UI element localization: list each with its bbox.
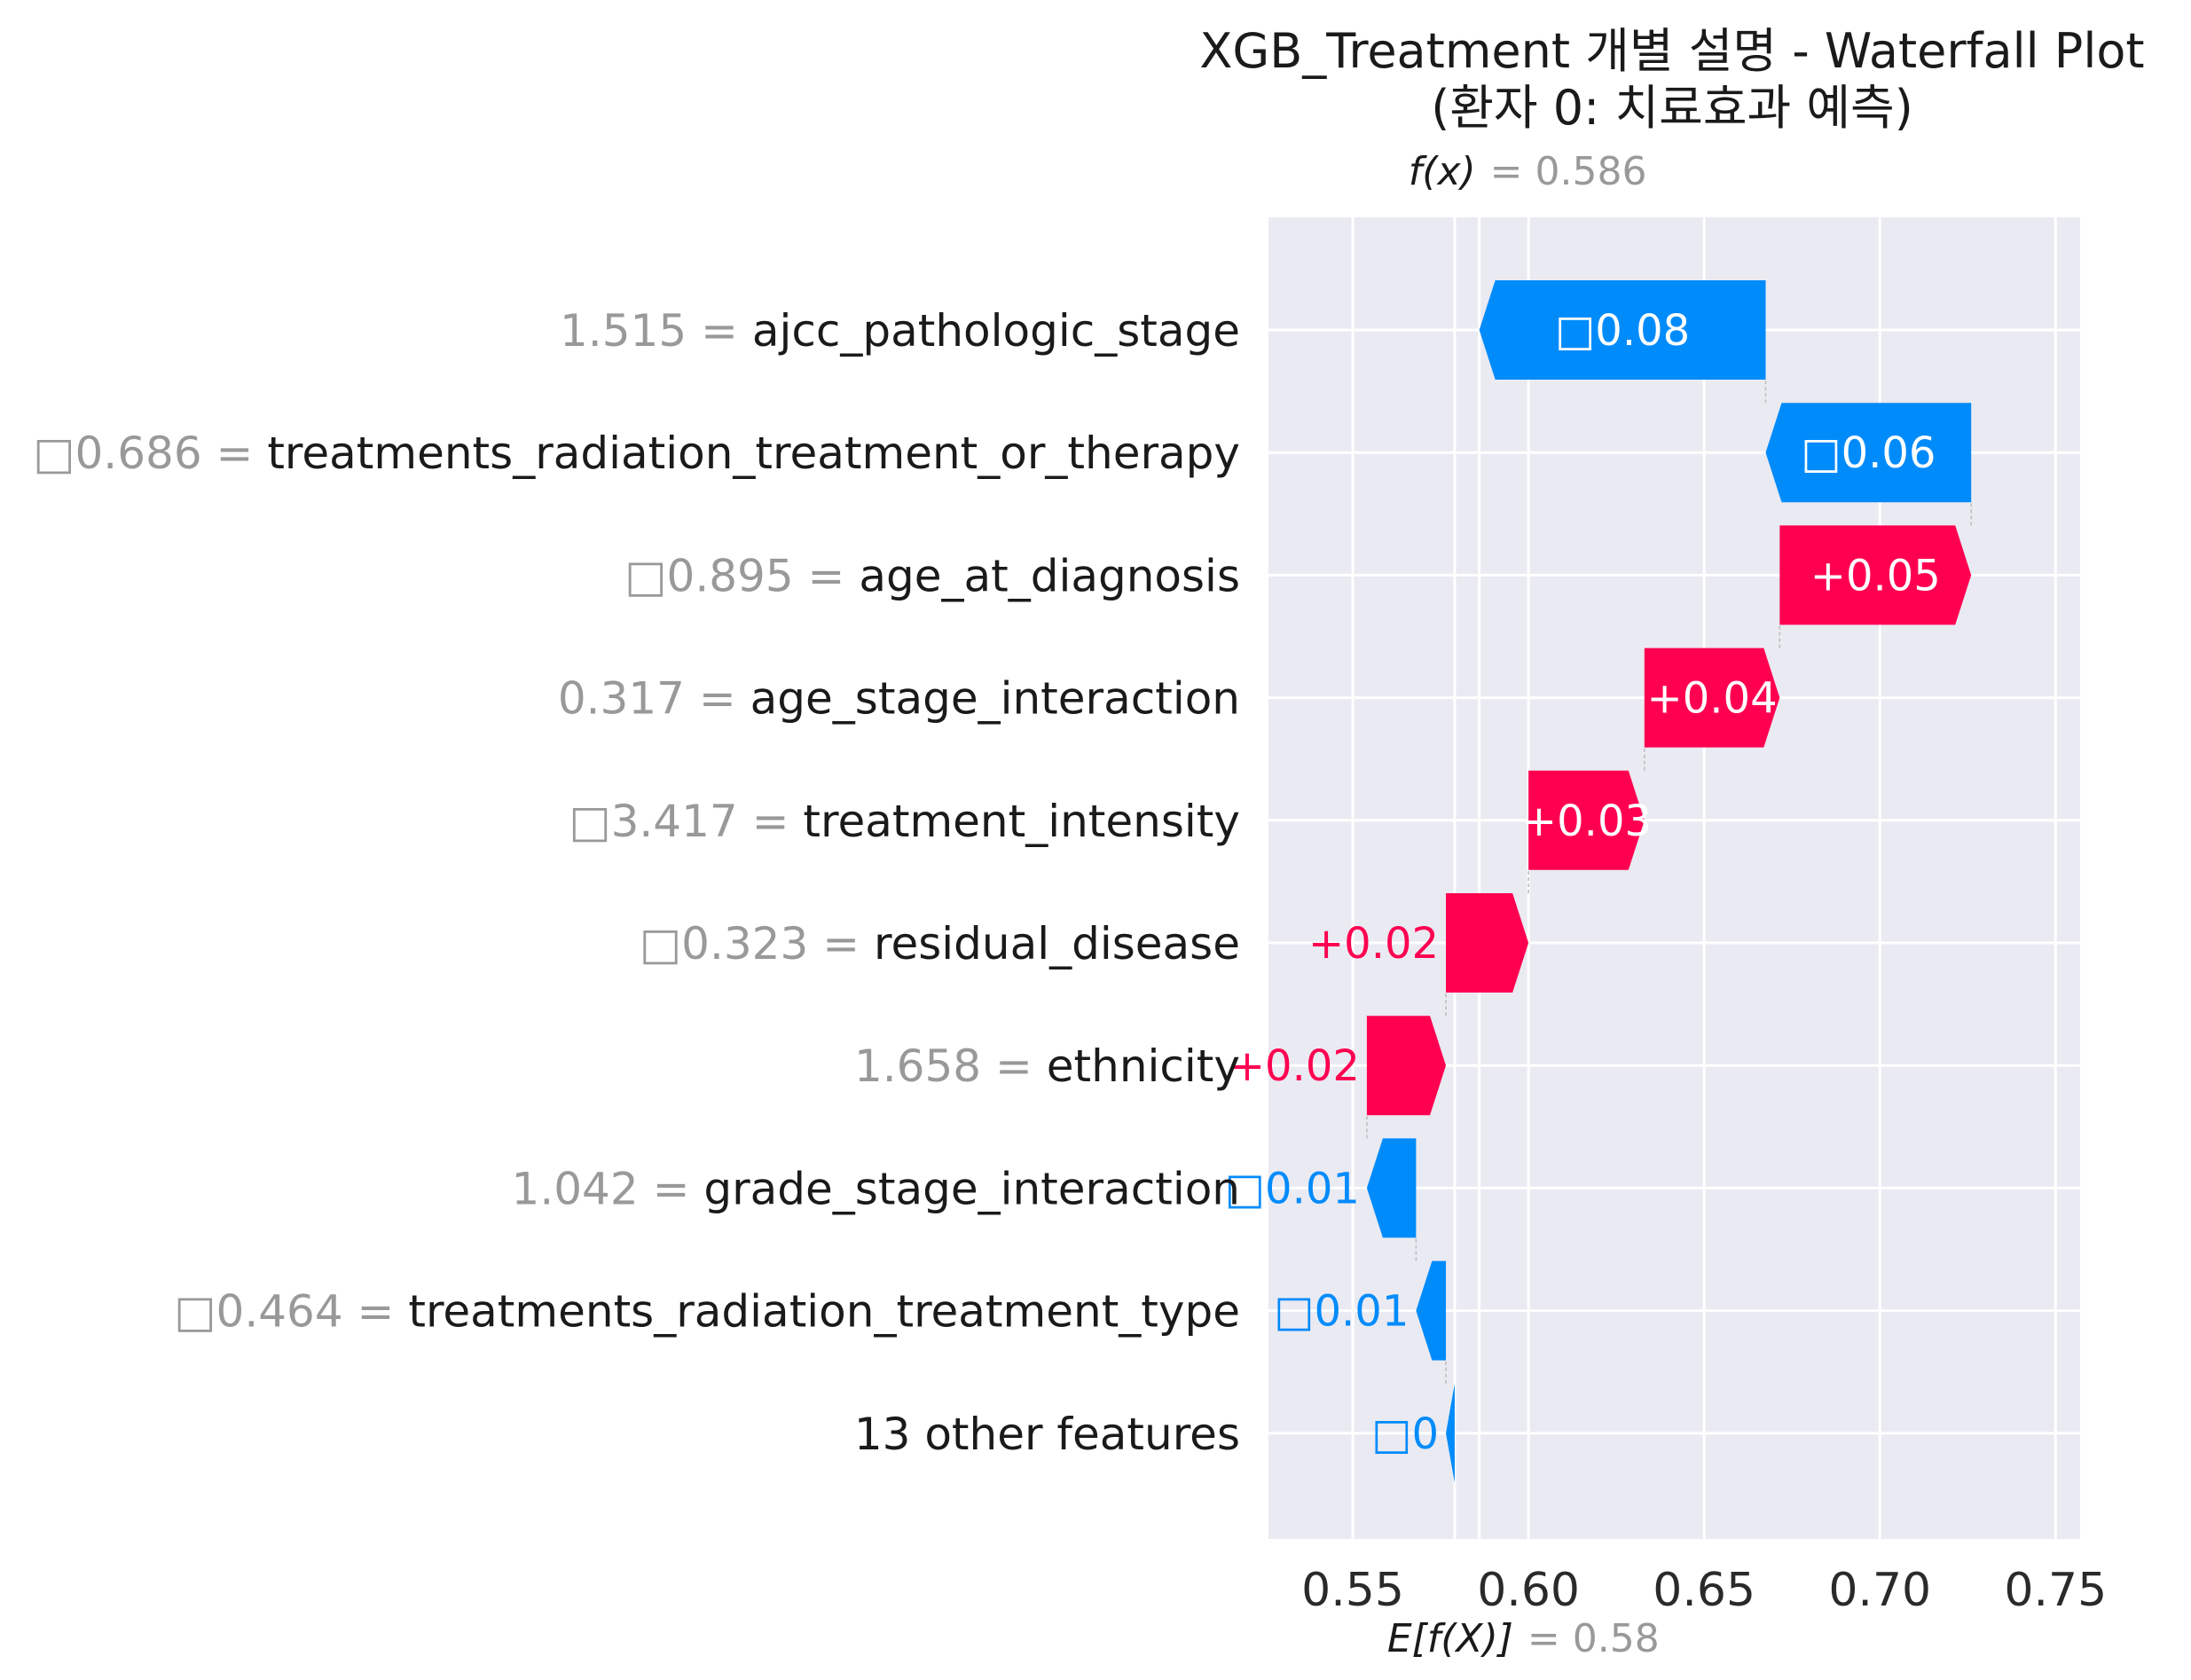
- bar-value-label: +0.03: [1521, 797, 1652, 846]
- feature-name: age_stage_interaction: [750, 673, 1240, 725]
- waterfall-bar: [1446, 893, 1529, 993]
- bar-value-label: +0.05: [1810, 551, 1941, 601]
- feature-name: age_at_diagnosis: [859, 550, 1240, 601]
- feature-name: ajcc_pathologic_stage: [752, 305, 1240, 357]
- x-tick-label: 0.60: [1477, 1564, 1580, 1617]
- x-tick-label: 0.55: [1301, 1564, 1404, 1617]
- feature-name: treatments_radiation_treatment_or_therap…: [267, 428, 1240, 479]
- feature-label: □0.686 = treatments_radiation_treatment_…: [33, 428, 1240, 479]
- waterfall-bar: [1366, 1016, 1447, 1116]
- bar-value-label: □0.01: [1274, 1287, 1409, 1337]
- feature-value: □0.895 =: [624, 550, 859, 601]
- feature-label: □0.323 = residual_disease: [640, 918, 1240, 970]
- waterfall-bar: [1644, 648, 1780, 748]
- feature-label: 1.658 = ethnicity: [854, 1040, 1240, 1092]
- feature-value: 0.317 =: [558, 673, 750, 725]
- bar-value-label: □0.01: [1225, 1164, 1360, 1213]
- feature-label: □0.895 = age_at_diagnosis: [624, 550, 1240, 601]
- base-value-label: E[f(X)]: [1387, 1616, 1513, 1661]
- waterfall-bar: [1479, 280, 1766, 380]
- feature-label: 13 other features: [854, 1409, 1240, 1460]
- x-tick-label: 0.75: [2004, 1564, 2107, 1617]
- feature-name: 13 other features: [854, 1409, 1240, 1460]
- feature-label: □0.464 = treatments_radiation_treatment_…: [174, 1286, 1240, 1338]
- waterfall-bar: [1416, 1260, 1447, 1361]
- x-tick-label: 0.70: [1828, 1564, 1931, 1617]
- feature-value: □3.417 =: [569, 796, 803, 847]
- feature-label: □3.417 = treatment_intensity: [569, 796, 1240, 847]
- feature-name: grade_stage_interaction: [703, 1163, 1240, 1214]
- feature-value: 1.042 =: [512, 1163, 704, 1214]
- feature-label: 1.515 = ajcc_pathologic_stage: [560, 305, 1240, 357]
- waterfall-marks: 0.55 0.60 0.65 0.70 0.75 □0.08 1.515 = ajcc_pa…: [33, 280, 2107, 1617]
- bar-value-label: +0.04: [1647, 674, 1778, 724]
- feature-name: ethnicity: [1047, 1040, 1240, 1092]
- feature-value: 1.515 =: [560, 305, 752, 357]
- chart-subtitle: (환자 0: 치료효과 예측): [1431, 80, 1913, 136]
- waterfall-bar: [1528, 770, 1645, 870]
- feature-value: □0.464 =: [174, 1286, 408, 1338]
- chart-title: XGB_Treatment 개별 설명 - Waterfall Plot: [1199, 23, 2144, 79]
- feature-value: □0.323 =: [640, 918, 874, 970]
- feature-value: 1.658 =: [854, 1040, 1047, 1092]
- bar-value-label: □0.06: [1801, 428, 1936, 478]
- bar-value-label: □0: [1371, 1409, 1439, 1459]
- bar-value-label: □0.08: [1555, 306, 1690, 356]
- waterfall-bar: [1446, 1383, 1455, 1483]
- fx-value: = 0.586: [1490, 149, 1647, 194]
- waterfall-bar: [1366, 1138, 1417, 1238]
- feature-value: □0.686 =: [33, 428, 267, 479]
- waterfall-bar: [1779, 525, 1972, 625]
- waterfall-bar: [1765, 403, 1972, 503]
- base-value: = 0.58: [1527, 1616, 1660, 1661]
- feature-name: treatments_radiation_treatment_type: [408, 1286, 1240, 1338]
- feature-name: treatment_intensity: [803, 796, 1240, 847]
- feature-name: residual_disease: [874, 918, 1240, 970]
- bar-value-label: +0.02: [1229, 1041, 1360, 1091]
- feature-label: 0.317 = age_stage_interaction: [558, 673, 1240, 725]
- fx-label: f(x): [1409, 149, 1476, 194]
- bar-value-label: +0.02: [1308, 919, 1439, 969]
- feature-label: 1.042 = grade_stage_interaction: [512, 1163, 1240, 1214]
- x-tick-label: 0.65: [1653, 1564, 1755, 1617]
